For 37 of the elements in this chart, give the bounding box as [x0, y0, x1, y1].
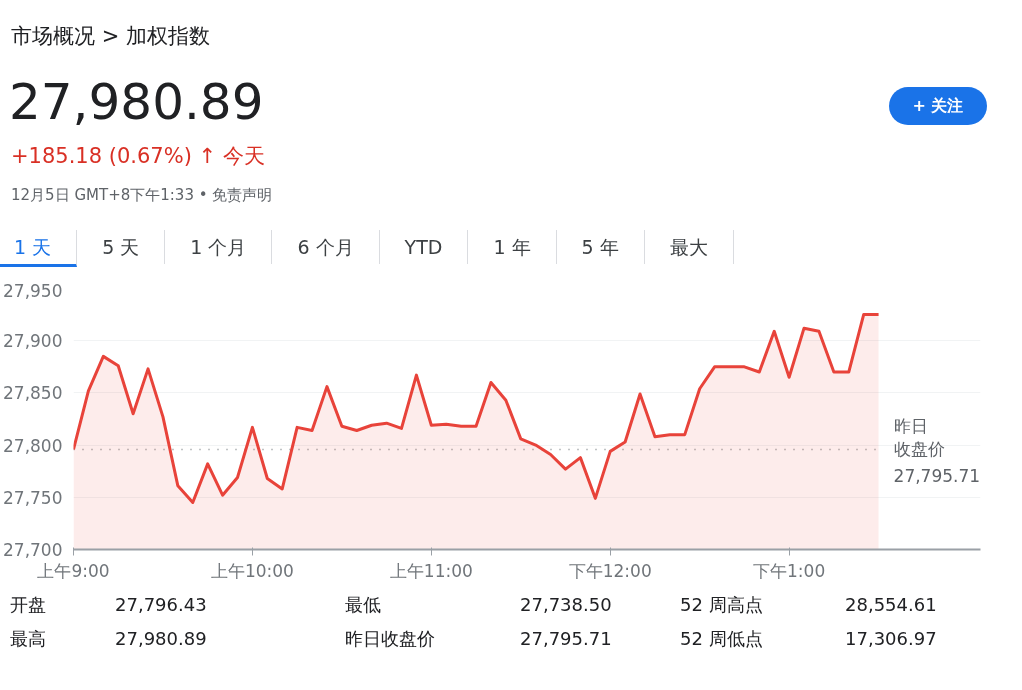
text: 27,980.89: [114, 627, 208, 652]
text: 5 年: [556, 230, 645, 264]
text: 52 周低点: [679, 627, 764, 652]
text: 1 年: [468, 230, 557, 264]
y-tick-label: 27,950: [3, 280, 63, 301]
text: 17,306.97: [844, 627, 938, 652]
text: +185.18 (0.67%) ↑ 今天: [11, 143, 265, 170]
y-tick-label: 27,700: [3, 540, 63, 560]
text: 开盘: [9, 593, 47, 618]
y-tick-label: 27,900: [3, 331, 63, 352]
text: 27,738.50: [519, 593, 613, 618]
text: 27,795.71: [519, 627, 613, 652]
x-tick-label: 上午11:00: [389, 560, 473, 581]
y-tick-label: 27,850: [3, 383, 63, 404]
text: 12月5日 GMT+8下午1:33 • 免责声明: [11, 185, 273, 206]
x-tick-label: 上午10:00: [210, 560, 294, 581]
text: 最低: [344, 593, 382, 618]
x-tick-label: 下午1:00: [753, 560, 826, 581]
text: 昨日收盘价: [344, 627, 436, 652]
y-tick-label: 27,750: [3, 487, 63, 508]
text: 28,554.61: [844, 593, 938, 618]
text: 1 个月: [165, 230, 273, 264]
text: 最高: [9, 627, 47, 652]
text: + 关注: [889, 87, 987, 125]
text: 最大: [644, 230, 734, 264]
text: 27,980.89: [9, 72, 264, 133]
text: 52 周高点: [679, 593, 764, 618]
x-tick-label: 上午9:00: [37, 560, 110, 581]
y-tick-label: 27,800: [3, 435, 63, 456]
text: 1 天: [0, 230, 78, 267]
chart-title: 市场概况 > 加权指数: [11, 23, 210, 50]
text: YTD: [379, 230, 469, 264]
text: 5 天: [77, 230, 166, 264]
x-tick-label: 下午12:00: [568, 560, 652, 581]
ref-line-label: 昨日收盘价 27,795.71: [893, 415, 981, 486]
text: 6 个月: [272, 230, 380, 264]
text: 27,796.43: [114, 593, 208, 618]
